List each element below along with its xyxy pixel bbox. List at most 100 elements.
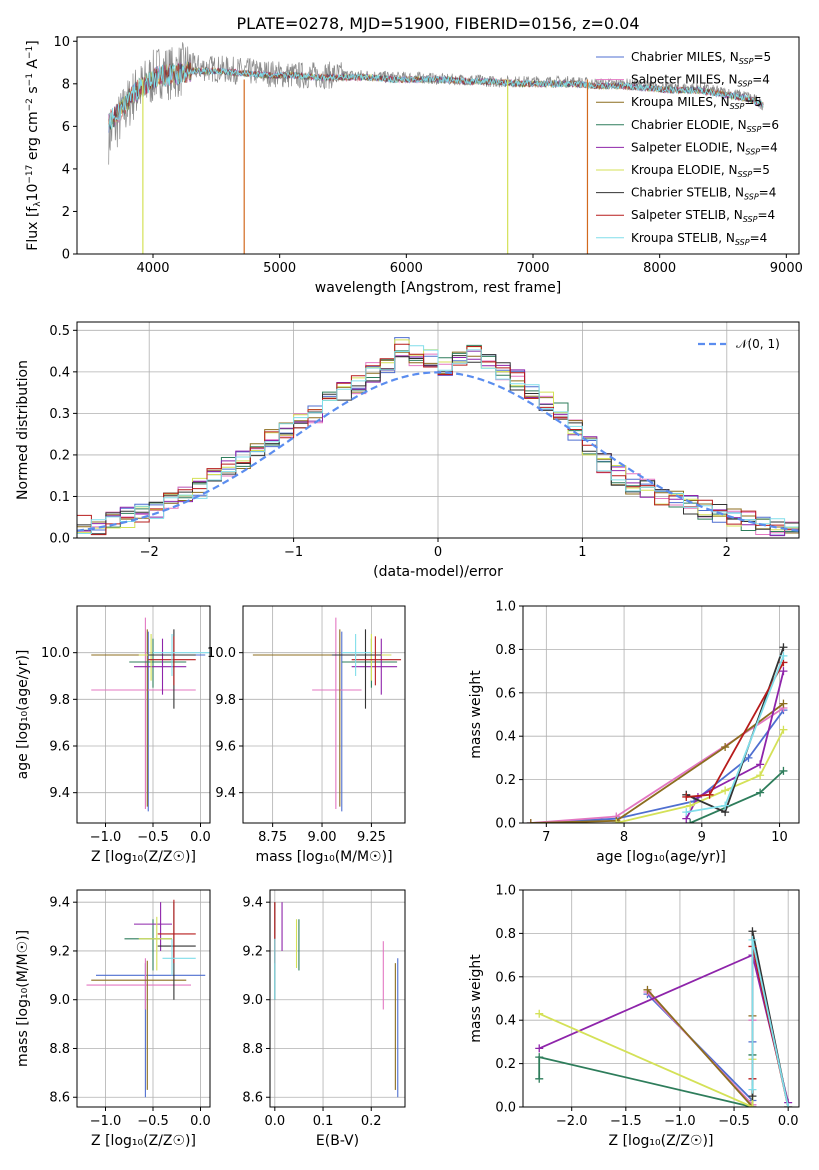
x-tick-label: 5000 — [263, 261, 296, 276]
series-marker — [748, 1085, 757, 1094]
legend-label: Chabrier MILES, NSSP=5 — [631, 50, 771, 66]
y-tick-label: 9.4 — [215, 786, 236, 801]
y-tick-label: 0.6 — [495, 686, 516, 701]
y-tick-label: 8.6 — [242, 1091, 263, 1106]
legend-text: Salpeter ELODIE, N — [631, 140, 745, 154]
plot-area-weight-vs-Z — [535, 927, 793, 1107]
series-line — [530, 707, 784, 823]
series-line — [538, 953, 790, 1103]
legend-text: Chabrier STELIB, N — [631, 186, 744, 200]
y-tick-label: 8.8 — [242, 1042, 263, 1057]
series-marker — [535, 1009, 544, 1018]
x-axis-label: (data-model)/error — [373, 564, 503, 580]
y-tick-label: 2 — [62, 205, 70, 220]
y-axis-label: Normed distribution — [15, 360, 31, 500]
y-tick-label: 9.6 — [49, 740, 70, 755]
x-tick-label: 1 — [578, 545, 586, 560]
y-tick-label: 0.5 — [49, 324, 70, 339]
series-marker — [748, 927, 757, 936]
legend-text: Salpeter STELIB, N — [631, 208, 743, 222]
legend-text: Kroupa ELODIE, N — [631, 163, 738, 177]
legend-sub: SSP — [745, 147, 760, 156]
legend-text: =4 — [757, 208, 775, 222]
y-tick-label: 10 — [53, 35, 70, 50]
y-tick-label: 0.3 — [49, 407, 70, 422]
x-tick-label: −2 — [140, 545, 159, 560]
x-axis-label: wavelength [Angstrom, rest frame] — [315, 280, 561, 296]
y-tick-label: 1.0 — [495, 600, 516, 615]
y-tick-label: 9.4 — [49, 896, 70, 911]
legend-label: Salpeter ELODIE, NSSP=4 — [631, 140, 778, 156]
x-tick-label: 9000 — [770, 261, 803, 276]
y-tick-label: 8.8 — [49, 1042, 70, 1057]
y-tick-label: 9.6 — [215, 740, 236, 755]
histogram-step — [77, 345, 799, 534]
x-tick-label: 0 — [434, 545, 442, 560]
axes-weight-vs-Z: −2.0 −1.5 −1.0 −0.5 0.0 0.0 0.2 0.4 0.6 0.8 1.0 Z [… — [468, 884, 800, 1149]
y-tick-label: 6 — [62, 120, 70, 135]
plot-area-mass-vs-Z — [86, 899, 206, 1098]
x-tick-label: 8.75 — [258, 830, 287, 845]
series-marker — [721, 801, 730, 810]
x-tick-label: −0.5 — [137, 830, 169, 845]
y-tick-label: 9.2 — [242, 944, 263, 959]
x-tick-label: −1.0 — [664, 1114, 696, 1129]
legend-label: Kroupa MILES, NSSP=5 — [631, 95, 762, 111]
legend-sub: SSP — [738, 170, 753, 179]
label-part: erg cm — [25, 111, 41, 164]
x-tick-label: 2 — [723, 545, 731, 560]
label-part: λ — [33, 201, 43, 207]
series-line — [538, 1054, 754, 1107]
legend-text: =4 — [752, 73, 770, 87]
series-marker — [779, 667, 788, 676]
x-tick-label: 8 — [620, 830, 628, 845]
x-tick-label: 4000 — [136, 261, 169, 276]
frame-residuals — [76, 321, 800, 539]
series-line — [538, 1012, 754, 1107]
legend-text: =4 — [760, 140, 778, 154]
y-tick-label: 9.4 — [49, 786, 70, 801]
y-axis-label: mass [log₁₀(M/M☉)] — [15, 930, 31, 1067]
series-marker — [756, 760, 765, 769]
y-tick-label: 4 — [62, 162, 70, 177]
series-marker — [748, 935, 757, 944]
series-marker — [784, 1103, 793, 1107]
label-part: −17 — [25, 165, 35, 184]
series-marker — [705, 790, 714, 799]
series-line — [646, 989, 754, 1107]
label-part: −2 — [25, 98, 35, 111]
frame-age-vs-mass — [242, 605, 406, 824]
x-axis-label: E(B-V) — [316, 1133, 359, 1149]
legend-text: Chabrier MILES, N — [631, 50, 739, 64]
x-tick-label: −1 — [284, 545, 303, 560]
gaussian-curve — [77, 371, 799, 532]
series-marker — [682, 792, 691, 801]
y-tick-label: 8 — [62, 77, 70, 92]
x-tick-label: 7 — [542, 830, 550, 845]
x-tick-label: −0.5 — [718, 1114, 750, 1129]
series-marker — [535, 1044, 544, 1053]
y-tick-label: 8.6 — [49, 1091, 70, 1106]
y-tick-label: 0.0 — [495, 1101, 516, 1116]
series-marker — [526, 819, 535, 823]
series-marker — [535, 1053, 544, 1062]
x-tick-label: −1.0 — [90, 1114, 122, 1129]
x-tick-label: −1.5 — [610, 1114, 642, 1129]
frame-spectrum — [76, 36, 800, 255]
x-tick-label: 7000 — [516, 261, 549, 276]
legend-label: Chabrier STELIB, NSSP=4 — [631, 186, 776, 202]
legend-text: Kroupa MILES, N — [631, 95, 730, 109]
series-marker — [682, 808, 691, 817]
x-tick-label: 0.0 — [778, 1114, 799, 1129]
series-marker — [779, 766, 788, 775]
series-marker — [779, 651, 788, 660]
legend-text: =5 — [752, 163, 770, 177]
y-tick-label: 10.0 — [41, 646, 70, 661]
figure-title: PLATE=0278, MJD=51900, FIBERID=0156, z=0… — [236, 14, 639, 33]
frame-mass-vs-ebv — [269, 889, 406, 1108]
y-tick-label: 0.2 — [49, 448, 70, 463]
legend-sub: SSP — [744, 193, 759, 202]
legend-label: Kroupa STELIB, NSSP=4 — [631, 231, 767, 247]
axes-weight-vs-age: 7 8 9 10 0.0 0.2 0.4 0.6 0.8 1.0 age [log₁₀(age/yr… — [468, 600, 800, 865]
